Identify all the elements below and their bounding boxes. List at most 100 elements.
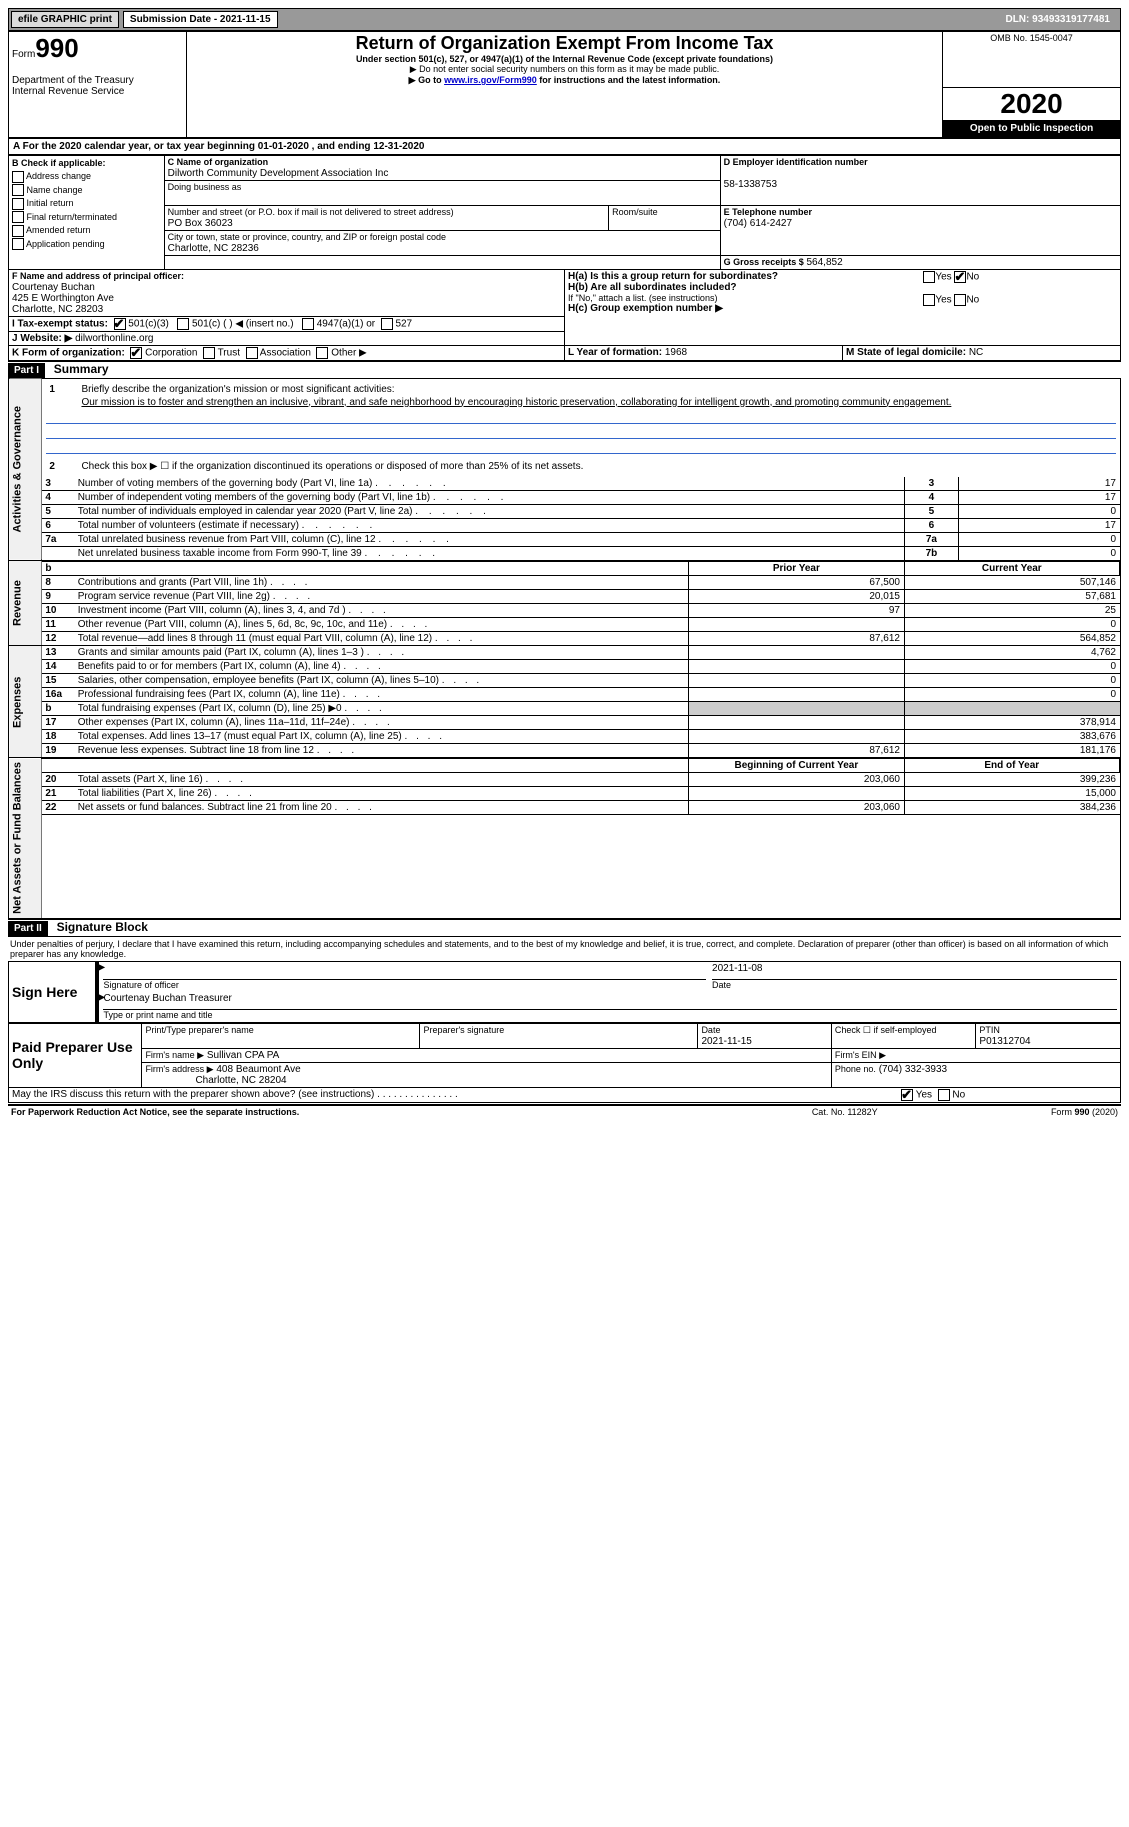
room-label: Room/suite (609, 206, 720, 231)
efile-print-button[interactable]: efile GRAPHIC print (11, 11, 119, 28)
line-value: 17 (958, 477, 1120, 491)
hb-label: H(b) Are all subordinates included? (568, 282, 737, 293)
open-public-label: Open to Public Inspection (943, 120, 1120, 137)
dln-label: DLN: 93493319177481 (1005, 14, 1118, 25)
cb-address-change[interactable] (12, 171, 24, 183)
current-value: 0 (904, 687, 1120, 701)
top-bar: efile GRAPHIC print Submission Date - 20… (8, 8, 1121, 31)
discuss-no[interactable] (938, 1089, 950, 1101)
cb-501c[interactable] (177, 318, 189, 330)
line-value: 17 (958, 490, 1120, 504)
line-text: Net unrelated business taxable income fr… (75, 546, 905, 560)
part2-header: Part II (8, 921, 48, 936)
current-value: 384,236 (904, 800, 1120, 814)
line-num: 6 (42, 518, 74, 532)
officer-addr1: 425 E Worthington Ave (12, 293, 114, 304)
prior-value (689, 687, 905, 701)
box-i-label: I Tax-exempt status: (12, 318, 108, 329)
form-label: Form (12, 49, 35, 60)
line-text: Contributions and grants (Part VIII, lin… (75, 576, 689, 590)
cb-corp[interactable] (130, 347, 142, 359)
line-text: Number of voting members of the governin… (75, 477, 905, 491)
cb-other[interactable] (316, 347, 328, 359)
klm-row: K Form of organization: Corporation Trus… (8, 346, 1121, 361)
ha-yes[interactable] (923, 271, 935, 283)
firm-name-value: Sullivan CPA PA (207, 1050, 279, 1061)
line-box: 5 (904, 504, 958, 518)
form-number: 990 (35, 33, 78, 63)
prep-name-label: Print/Type preparer's name (145, 1025, 253, 1035)
cb-assoc[interactable] (246, 347, 258, 359)
line-num: 10 (42, 603, 74, 617)
irs-link[interactable]: www.irs.gov/Form990 (444, 75, 537, 85)
prior-value (689, 729, 905, 743)
prep-date-label: Date (701, 1025, 720, 1035)
note-link: ▶ Go to www.irs.gov/Form990 for instruct… (190, 75, 939, 86)
line-value: 0 (958, 532, 1120, 546)
cb-amended[interactable] (12, 225, 24, 237)
cb-4947[interactable] (302, 318, 314, 330)
prior-value (689, 617, 905, 631)
current-value: 15,000 (904, 786, 1120, 800)
current-value: 399,236 (904, 773, 1120, 787)
ein-value: 58-1338753 (724, 179, 777, 190)
officer-addr2: Charlotte, NC 28203 (12, 304, 103, 315)
line-text: Total assets (Part X, line 16) . . . . (75, 773, 689, 787)
line-box: 4 (904, 490, 958, 504)
box-l-label: L Year of formation: (568, 347, 662, 358)
discuss-yes[interactable] (901, 1089, 913, 1101)
line-num: 8 (42, 576, 74, 590)
part2-title: Signature Block (51, 920, 148, 934)
line-num (42, 546, 74, 560)
prior-value (689, 701, 905, 715)
current-value: 0 (904, 659, 1120, 673)
current-value (904, 701, 1120, 715)
firm-addr-value: 408 Beaumont Ave (216, 1064, 300, 1075)
line-num: 20 (42, 773, 74, 787)
line-text: Revenue less expenses. Subtract line 18 … (75, 743, 689, 757)
line-box: 6 (904, 518, 958, 532)
line-text: Professional fundraising fees (Part IX, … (75, 687, 689, 701)
line-text: Total revenue—add lines 8 through 11 (mu… (75, 631, 689, 645)
q2-text: Check this box ▶ ☐ if the organization d… (78, 460, 1116, 473)
cb-initial-return[interactable] (12, 198, 24, 210)
box-m-label: M State of legal domicile: (846, 347, 966, 358)
cb-name-change[interactable] (12, 184, 24, 196)
section-revenue: Revenue (9, 561, 42, 646)
hb-yes[interactable] (923, 294, 935, 306)
cb-trust[interactable] (203, 347, 215, 359)
mission-text: Our mission is to foster and strengthen … (78, 396, 1116, 409)
line-text: Total number of individuals employed in … (75, 504, 905, 518)
current-value: 57,681 (904, 589, 1120, 603)
part1-title: Summary (48, 362, 109, 376)
line-text: Salaries, other compensation, employee b… (75, 673, 689, 687)
line-num: 14 (42, 659, 74, 673)
line-box: 7b (904, 546, 958, 560)
line-text: Net assets or fund balances. Subtract li… (75, 800, 689, 814)
line-text: Total fundraising expenses (Part IX, col… (75, 701, 689, 715)
prior-value (689, 646, 905, 660)
ha-no[interactable] (954, 271, 966, 283)
hb-no[interactable] (954, 294, 966, 306)
pra-notice: For Paperwork Reduction Act Notice, see … (8, 1105, 754, 1118)
firm-phone-value: (704) 332-3933 (879, 1064, 947, 1075)
prior-value: 97 (689, 603, 905, 617)
cb-app-pending[interactable] (12, 238, 24, 250)
cb-final-return[interactable] (12, 211, 24, 223)
sign-here-label: Sign Here (9, 961, 98, 1022)
q2-num: 2 (46, 460, 78, 473)
line-num: 19 (42, 743, 74, 757)
current-value: 0 (904, 673, 1120, 687)
domicile-state: NC (969, 347, 983, 358)
line-text: Number of independent voting members of … (75, 490, 905, 504)
part1-table: Activities & Governance 1 Briefly descri… (8, 378, 1121, 919)
cb-501c3[interactable] (114, 318, 126, 330)
line-value: 0 (958, 504, 1120, 518)
line-a: A For the 2020 calendar year, or tax yea… (8, 138, 1121, 155)
hc-label: H(c) Group exemption number ▶ (568, 303, 723, 314)
org-address: PO Box 36023 (168, 218, 233, 229)
line-text: Other expenses (Part IX, column (A), lin… (75, 715, 689, 729)
cb-527[interactable] (381, 318, 393, 330)
dba-label: Doing business as (168, 182, 242, 192)
fhijk-grid: F Name and address of principal officer:… (8, 270, 1121, 346)
